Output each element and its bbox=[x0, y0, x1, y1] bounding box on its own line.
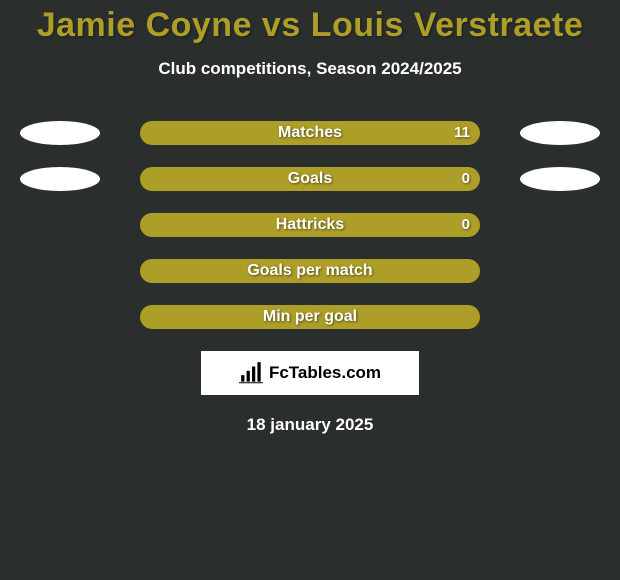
bar-chart-icon bbox=[239, 362, 265, 384]
bar-left bbox=[140, 213, 310, 237]
bar-right bbox=[310, 305, 480, 329]
bar-left bbox=[140, 167, 310, 191]
brand-badge: FcTables.com bbox=[201, 351, 419, 395]
team-badge-right bbox=[520, 167, 600, 191]
stat-value-right: 0 bbox=[462, 213, 470, 237]
comparison-infographic: Jamie Coyne vs Louis Verstraete Club com… bbox=[0, 0, 620, 580]
bar-left bbox=[140, 121, 310, 145]
team-badge-left bbox=[20, 167, 100, 191]
bar-right bbox=[310, 167, 480, 191]
stat-row: Matches11 bbox=[0, 121, 620, 145]
snapshot-date: 18 january 2025 bbox=[0, 415, 620, 435]
bar-right bbox=[310, 259, 480, 283]
stat-row: Hattricks0 bbox=[0, 213, 620, 237]
team-badge-right bbox=[520, 121, 600, 145]
stat-row: Min per goal bbox=[0, 305, 620, 329]
page-title: Jamie Coyne vs Louis Verstraete bbox=[0, 0, 620, 45]
bar-right bbox=[310, 213, 480, 237]
stat-row: Goals per match bbox=[0, 259, 620, 283]
stat-value-right: 11 bbox=[454, 121, 470, 145]
subtitle: Club competitions, Season 2024/2025 bbox=[0, 59, 620, 79]
bar-left bbox=[140, 305, 310, 329]
stat-row: Goals0 bbox=[0, 167, 620, 191]
bars-container: Matches11 Goals0 Hattricks0 Goals per match… bbox=[0, 121, 620, 329]
team-badge-left bbox=[20, 121, 100, 145]
bar-left bbox=[140, 259, 310, 283]
stat-value-right: 0 bbox=[462, 167, 470, 191]
brand-text: FcTables.com bbox=[269, 363, 381, 383]
